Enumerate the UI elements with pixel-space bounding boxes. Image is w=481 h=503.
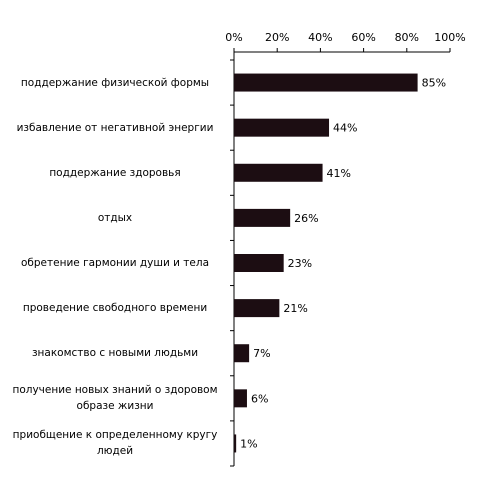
category-label: поддержание здоровья (49, 166, 181, 179)
bar (234, 208, 291, 227)
value-label: 21% (283, 302, 307, 315)
x-tick-label: 80% (395, 31, 419, 44)
value-label: 7% (253, 347, 270, 360)
category-label: приобщение к определенному кругу людей (12, 429, 218, 458)
value-label: 6% (251, 392, 268, 405)
value-label: 41% (327, 167, 351, 180)
category-label: знакомство с новыми людьми (31, 347, 199, 360)
bar (234, 73, 418, 92)
bar (234, 118, 330, 137)
bar (234, 299, 280, 318)
value-label: 85% (422, 77, 446, 90)
bar (234, 344, 250, 363)
bar (234, 254, 284, 272)
x-tick-label: 0% (225, 31, 242, 44)
category-label: обретение гармонии души и тела (20, 257, 210, 269)
value-label: 23% (288, 257, 312, 270)
x-tick-label: 40% (308, 31, 332, 44)
category-label: отдых (97, 211, 133, 224)
value-label: 44% (333, 122, 357, 135)
bar (234, 389, 247, 408)
bar (234, 163, 323, 182)
x-tick-label: 100% (434, 31, 465, 44)
category-label: получение новых знаний о здоровом образе… (12, 384, 218, 413)
category-label: избавление от негативной энергии (16, 121, 214, 134)
x-tick-label: 60% (351, 31, 375, 44)
category-label: поддержание физической формы (20, 76, 210, 89)
bar (234, 434, 237, 453)
value-label: 26% (294, 212, 318, 225)
x-tick-label: 20% (265, 31, 289, 44)
value-label: 1% (240, 437, 257, 450)
category-label: проведение свободного времени (22, 302, 208, 315)
